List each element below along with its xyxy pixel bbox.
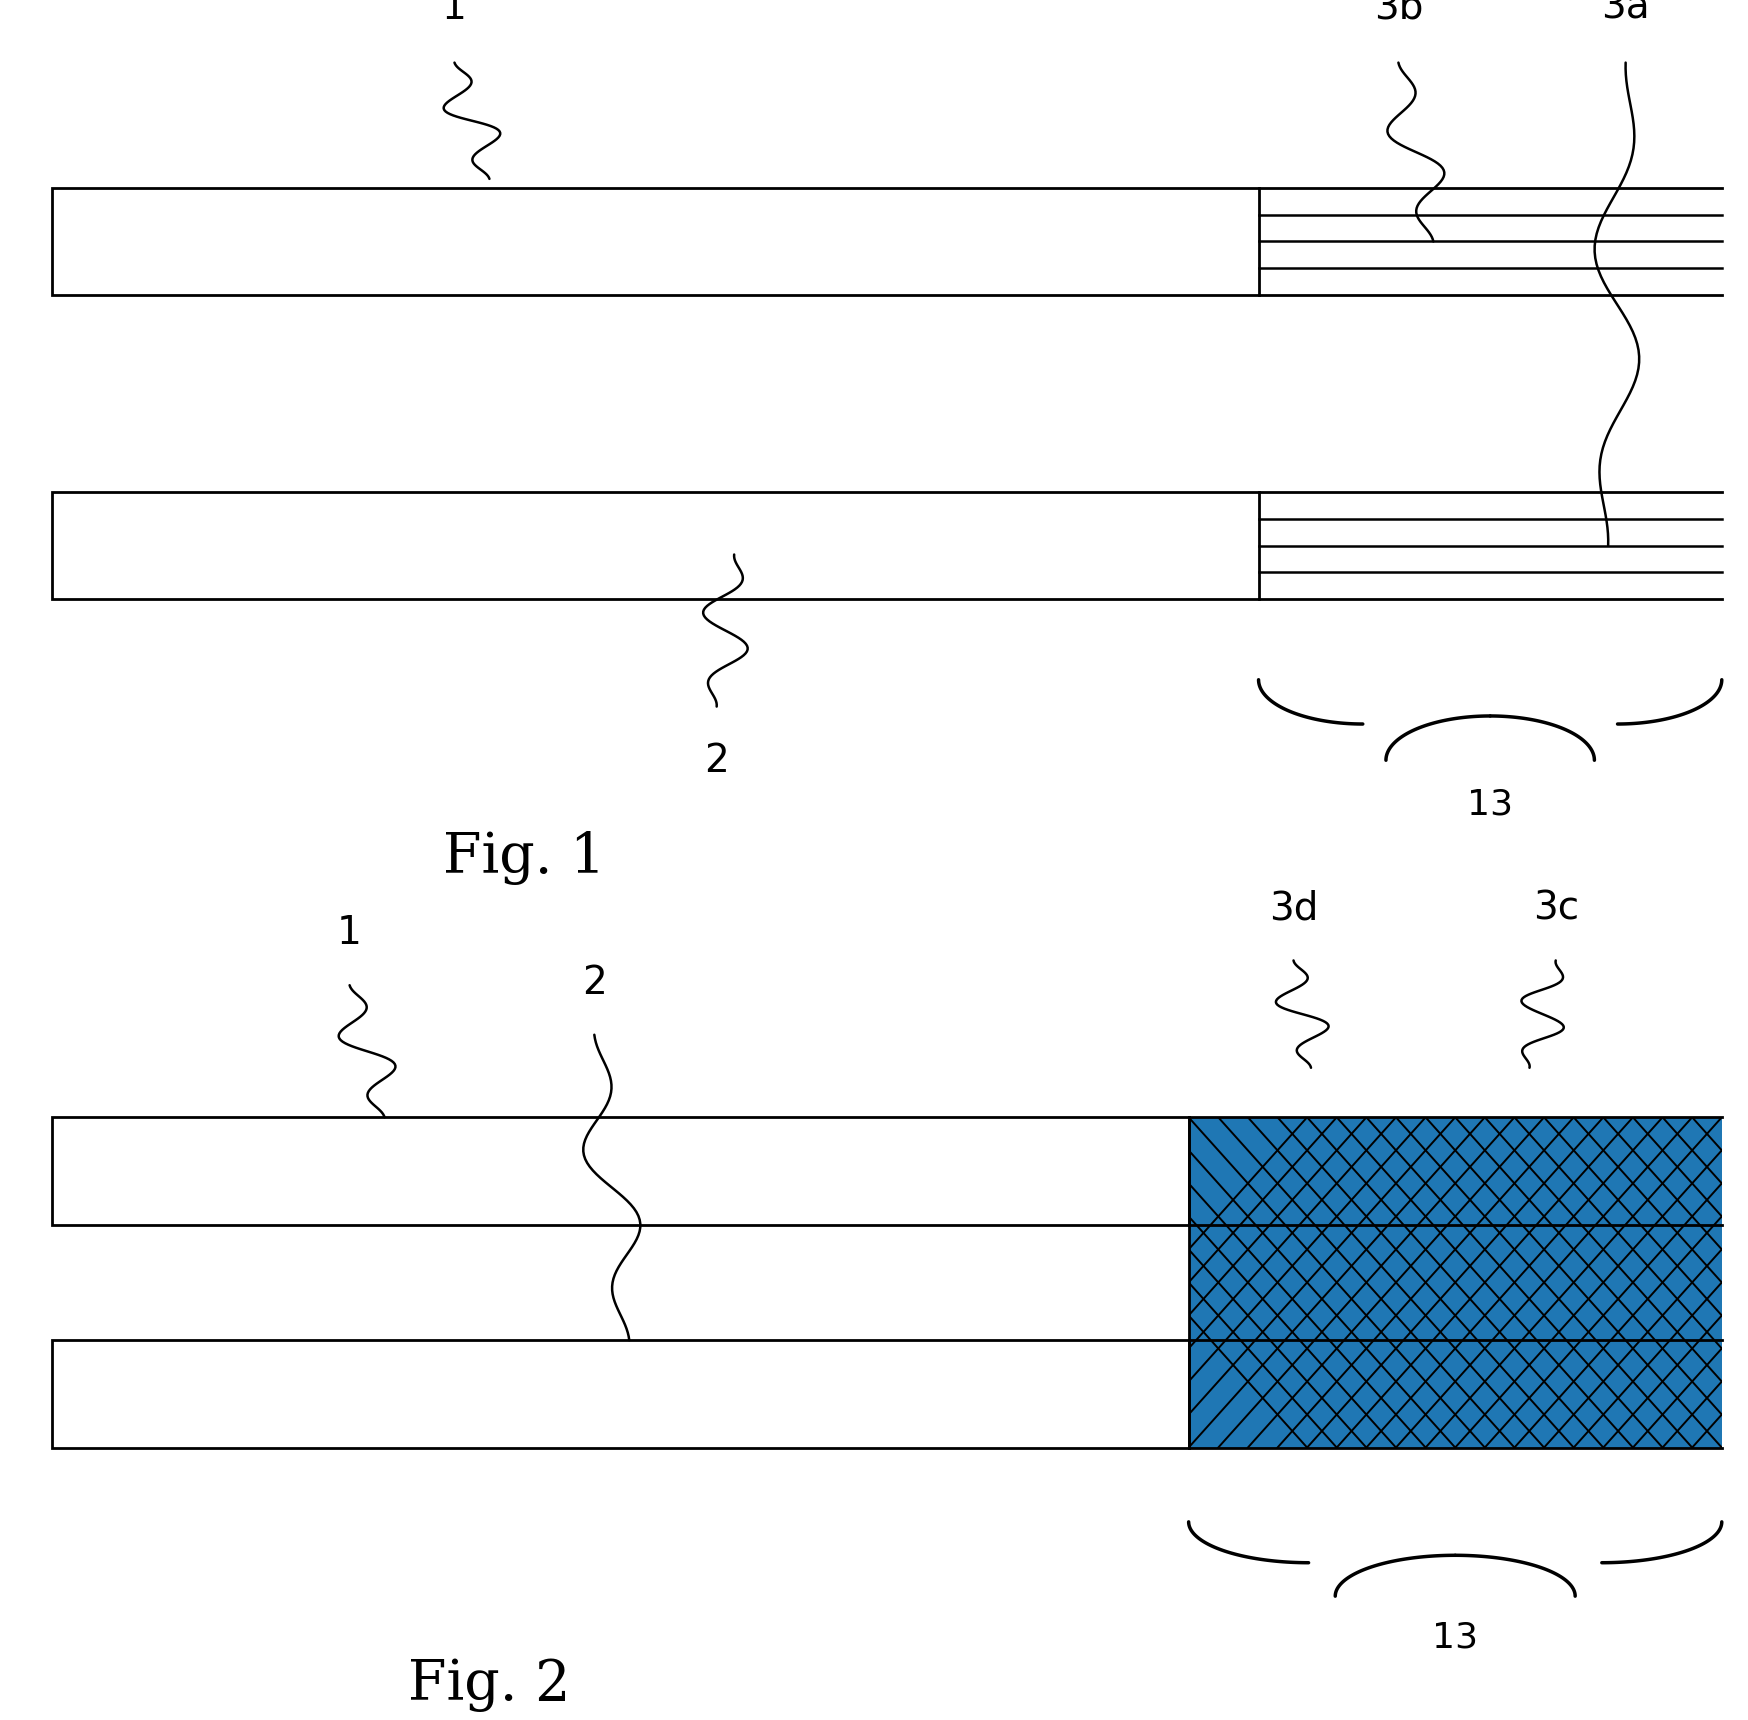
Text: 2: 2 xyxy=(582,963,607,1001)
Text: 1: 1 xyxy=(442,0,467,28)
Text: 1: 1 xyxy=(337,915,362,953)
Bar xyxy=(52,187,1259,296)
Bar xyxy=(52,1118,1189,1225)
Bar xyxy=(52,1340,1189,1448)
Bar xyxy=(1189,1118,1722,1448)
Text: 2: 2 xyxy=(704,743,729,781)
Text: Fig. 1: Fig. 1 xyxy=(444,831,605,886)
Text: 3a: 3a xyxy=(1601,0,1650,28)
Text: 13: 13 xyxy=(1467,788,1514,822)
Bar xyxy=(1189,1118,1722,1448)
Text: 13: 13 xyxy=(1432,1620,1479,1655)
Text: Fig. 2: Fig. 2 xyxy=(409,1656,570,1711)
Text: 3d: 3d xyxy=(1269,889,1318,927)
Bar xyxy=(52,492,1259,599)
Text: 3c: 3c xyxy=(1533,889,1578,927)
Text: 3b: 3b xyxy=(1374,0,1423,28)
